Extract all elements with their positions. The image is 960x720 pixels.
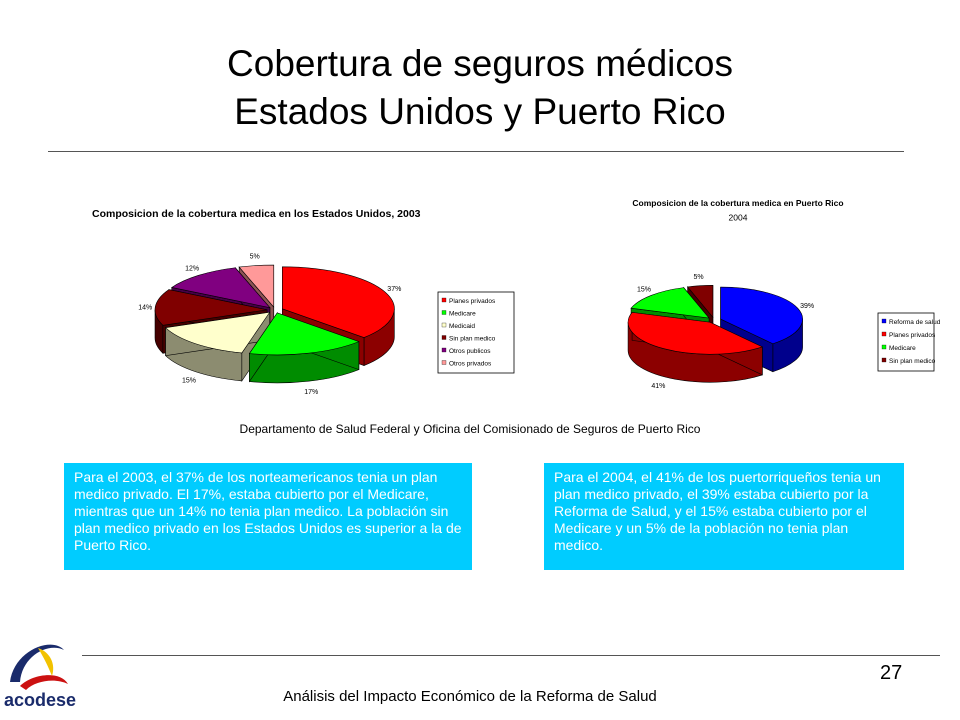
us-legend-item-otros-publicos: Otros publicos xyxy=(441,347,491,355)
page-number: 27 xyxy=(880,662,903,684)
us-data-label-otros-publicos: 12% xyxy=(185,266,199,273)
pr-legend-item-sin-plan-medico: Sin plan medico xyxy=(881,357,936,365)
us-legend: Planes privados Medicare Medicaid Sin plan … xyxy=(437,291,515,374)
footer-divider xyxy=(82,655,940,656)
pr-data-label-sin-plan-medico: 5% xyxy=(693,274,703,281)
pr-legend: Reforma de salud Planes privados Medicare S… xyxy=(877,312,941,372)
us-slice-medicaid xyxy=(164,311,271,382)
pr-data-label-reforma-de-salud: 39% xyxy=(800,303,814,310)
us-legend-label-sin-plan-medico: Sin plan medico xyxy=(449,336,496,343)
pr-slices xyxy=(627,285,803,383)
pr-coverage-pie-svg: Composicion de la cobertura medica en Pu… xyxy=(627,198,941,390)
footer-text: Análisis del Impacto Económico de la Ref… xyxy=(283,688,657,705)
us-legend-item-otros-privados: Otros privados xyxy=(441,360,492,368)
us-data-label-otros-privados: 5% xyxy=(250,254,260,261)
title-divider xyxy=(48,151,904,152)
logo-text: acodese xyxy=(4,690,77,710)
pr-legend-label-planes-privados: Planes privados xyxy=(889,332,936,339)
us-data-label-medicare: 17% xyxy=(304,389,318,396)
pr-legend-item-reforma-de-salud: Reforma de salud xyxy=(881,318,941,326)
us-legend-label-medicare: Medicare xyxy=(449,311,476,318)
us-slices xyxy=(154,264,395,384)
pr-coverage-pie-chart: Composicion de la cobertura medica en Pu… xyxy=(590,192,941,417)
us-legend-item-medicaid: Medicaid xyxy=(441,322,475,330)
us-chart-title: Composicion de la cobertura medica en lo… xyxy=(92,208,421,220)
pr-legend-label-sin-plan-medico: Sin plan medico xyxy=(889,358,936,365)
slide-title-line-1: Cobertura de seguros médicos xyxy=(227,43,733,84)
pr-legend-label-medicare: Medicare xyxy=(889,345,916,352)
us-legend-item-planes-privados: Planes privados xyxy=(441,297,496,305)
us-legend-label-medicaid: Medicaid xyxy=(449,323,475,330)
slide-title: Cobertura de seguros médicos Estados Uni… xyxy=(0,40,960,136)
us-data-label-medicaid: 15% xyxy=(182,377,196,384)
us-legend-item-sin-plan-medico: Sin plan medico xyxy=(441,335,496,343)
acodese-logo-icon xyxy=(10,644,68,690)
pr-data-label-medicare: 15% xyxy=(637,286,651,293)
us-summary-box: Para el 2003, el 37% de los norteamerica… xyxy=(64,463,472,570)
us-data-label-sin-plan-medico: 14% xyxy=(138,305,152,312)
pr-chart-title: Composicion de la cobertura medica en Pu… xyxy=(632,198,843,208)
us-slice-medicare xyxy=(248,311,360,384)
pr-chart-subtitle: 2004 xyxy=(729,213,748,223)
us-legend-label-otros-publicos: Otros publicos xyxy=(449,348,491,355)
pr-legend-label-reforma-de-salud: Reforma de salud xyxy=(889,319,941,326)
us-coverage-pie-chart: Composicion de la cobertura medica en lo… xyxy=(60,195,530,415)
pr-legend-item-planes-privados: Planes privados xyxy=(881,331,936,339)
pr-summary-box: Para el 2004, el 41% de los puertorrique… xyxy=(544,463,904,570)
slide-title-line-2: Estados Unidos y Puerto Rico xyxy=(234,91,726,132)
us-legend-item-medicare: Medicare xyxy=(441,310,476,318)
us-data-label-planes-privados: 37% xyxy=(387,286,401,293)
pr-slice-planes-privados xyxy=(627,312,764,383)
us-coverage-pie-svg: Composicion de la cobertura medica en lo… xyxy=(92,208,515,396)
source-note: Departamento de Salud Federal y Oficina … xyxy=(239,422,701,436)
us-legend-label-planes-privados: Planes privados xyxy=(449,298,496,305)
us-legend-label-otros-privados: Otros privados xyxy=(449,361,492,368)
pr-legend-item-medicare: Medicare xyxy=(881,344,916,352)
pr-data-label-planes-privados: 41% xyxy=(651,383,665,390)
